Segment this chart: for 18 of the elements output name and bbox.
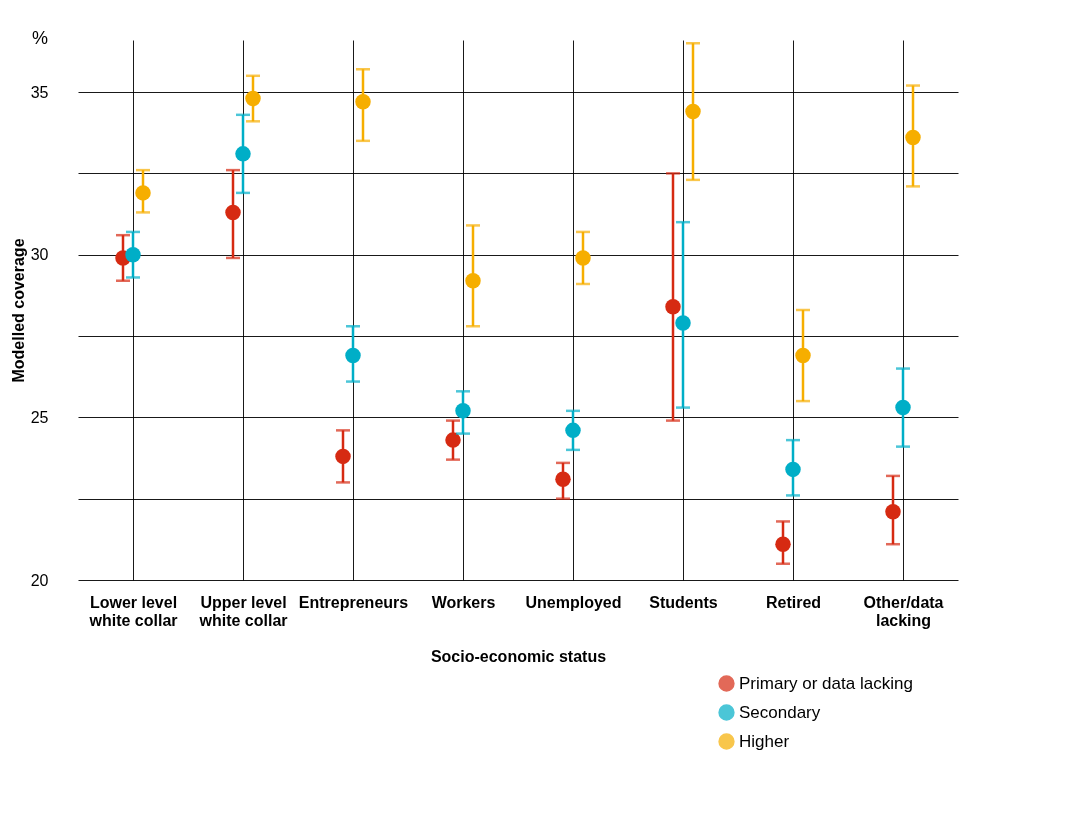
x-tick-label: Retired xyxy=(765,593,822,611)
x-tick-label: Other/data lacking xyxy=(863,593,944,629)
x-tick-label: Students xyxy=(649,593,718,611)
y-tick-label: 30 xyxy=(30,246,49,264)
legend-label: Primary or data lacking xyxy=(739,673,913,693)
x-tick-label: Lower level white collar xyxy=(88,593,178,629)
text: % xyxy=(31,28,48,48)
x-tick-label: Unemployed xyxy=(525,593,622,611)
legend-label: Secondary xyxy=(739,702,821,722)
x-tick-label: Workers xyxy=(431,593,496,611)
y-tick-label: 35 xyxy=(30,83,49,101)
y-tick-label: 20 xyxy=(30,571,49,589)
legend-label: Higher xyxy=(739,731,790,751)
y-axis-title: Modelled coverage xyxy=(9,238,27,383)
x-axis-title: Socio-economic status xyxy=(430,647,607,665)
x-tick-label: Upper level white collar xyxy=(198,593,288,629)
x-tick-label: Entrepreneurs xyxy=(298,593,409,611)
y-tick-label: 25 xyxy=(30,408,49,426)
